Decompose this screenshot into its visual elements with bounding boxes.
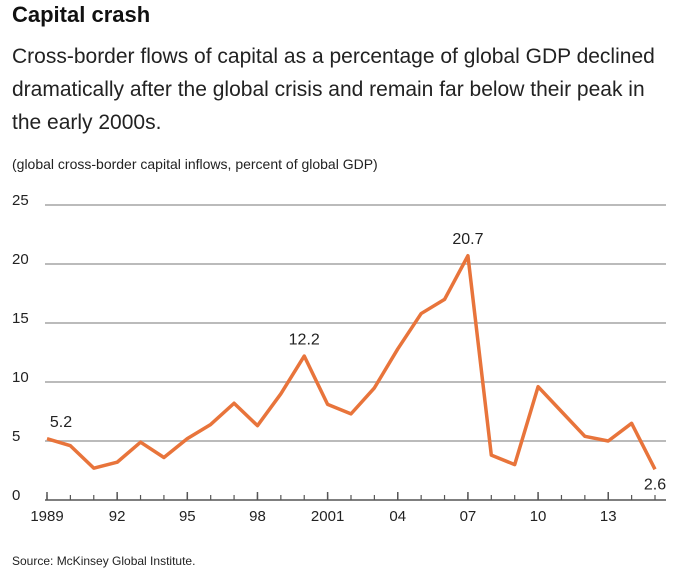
chart-subtitle: Cross-border flows of capital as a perce… — [12, 45, 655, 134]
data-label: 5.2 — [50, 414, 72, 431]
x-tick-label: 92 — [109, 508, 126, 525]
data-label: 12.2 — [289, 331, 320, 348]
data-label: 20.7 — [452, 231, 483, 248]
chart-title: Capital crash — [12, 2, 151, 27]
x-tick-label: 04 — [389, 508, 406, 525]
data-label: 2.6 — [644, 477, 666, 494]
y-tick-label: 20 — [12, 251, 29, 268]
line — [46, 253, 657, 471]
x-tick-label: 07 — [460, 508, 477, 525]
x-tick-label: 95 — [179, 508, 196, 525]
x-tick-label: 98 — [249, 508, 266, 525]
x-tick-label: 2001 — [311, 508, 344, 525]
y-tick-label: 25 — [12, 192, 29, 209]
y-tick-label: 0 — [12, 487, 20, 504]
y-tick-label: 5 — [12, 428, 20, 445]
source: Source: McKinsey Global Institute. — [12, 554, 196, 568]
y-tick-label: 15 — [12, 310, 29, 327]
x-tick-label: 10 — [530, 508, 547, 525]
x-tick-label: 13 — [600, 508, 617, 525]
y-axis-label: (global cross-border capital inflows, pe… — [12, 156, 378, 172]
x-tick-label: 1989 — [30, 508, 63, 525]
y-tick-label: 10 — [12, 369, 29, 386]
